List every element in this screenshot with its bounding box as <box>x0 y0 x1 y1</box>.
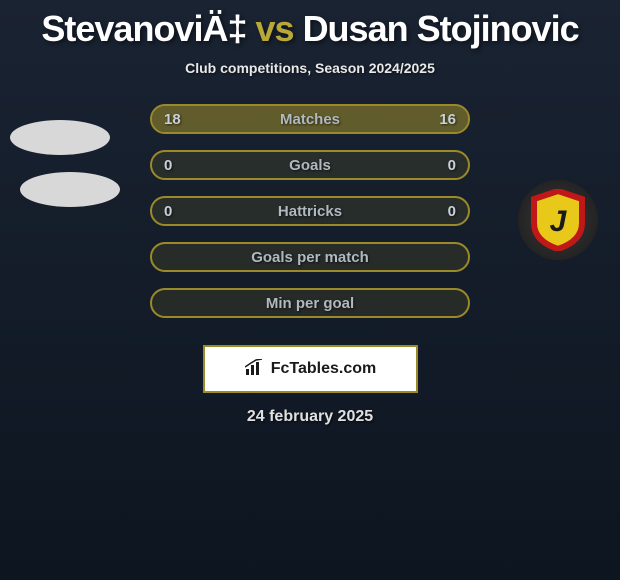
club-badge-right: J <box>518 180 598 260</box>
stat-label: Hattricks <box>152 203 468 220</box>
shield-icon: J <box>530 189 586 251</box>
chart-icon <box>245 359 265 380</box>
stat-pill: Goals per match <box>150 242 470 272</box>
player-avatar-left <box>10 120 110 155</box>
stat-right-value: 0 <box>448 157 456 174</box>
stat-label: Matches <box>152 111 468 128</box>
stat-pill: 0 0Hattricks <box>150 196 470 226</box>
svg-text:J: J <box>550 205 568 238</box>
stat-row: Goals per match <box>10 242 610 288</box>
player-avatar-left <box>20 172 120 207</box>
vs-label: vs <box>256 8 294 49</box>
stat-label: Min per goal <box>152 295 468 312</box>
stat-pill: Min per goal <box>150 288 470 318</box>
fctables-attribution: FcTables.com <box>203 345 418 393</box>
stat-label: Goals <box>152 157 468 174</box>
stat-pill: 0 0Goals <box>150 150 470 180</box>
player-right-name: Dusan Stojinovic <box>303 8 579 49</box>
stat-right-value: 0 <box>448 203 456 220</box>
stat-left-value: 0 <box>164 203 172 220</box>
date-label: 24 february 2025 <box>0 408 620 426</box>
subtitle: Club competitions, Season 2024/2025 <box>0 60 620 76</box>
infographic-container: StevanoviÄ‡ vs Dusan Stojinovic Club com… <box>0 0 620 334</box>
stat-left-value: 18 <box>164 111 181 128</box>
player-left-name: StevanoviÄ‡ <box>41 8 246 49</box>
main-title: StevanoviÄ‡ vs Dusan Stojinovic <box>0 0 620 50</box>
stat-left-value: 0 <box>164 157 172 174</box>
stat-label: Goals per match <box>152 249 468 266</box>
stat-right-value: 16 <box>439 111 456 128</box>
stat-pill: 18 16Matches <box>150 104 470 134</box>
stat-row: Min per goal <box>10 288 610 334</box>
fctables-label: FcTables.com <box>271 360 377 378</box>
